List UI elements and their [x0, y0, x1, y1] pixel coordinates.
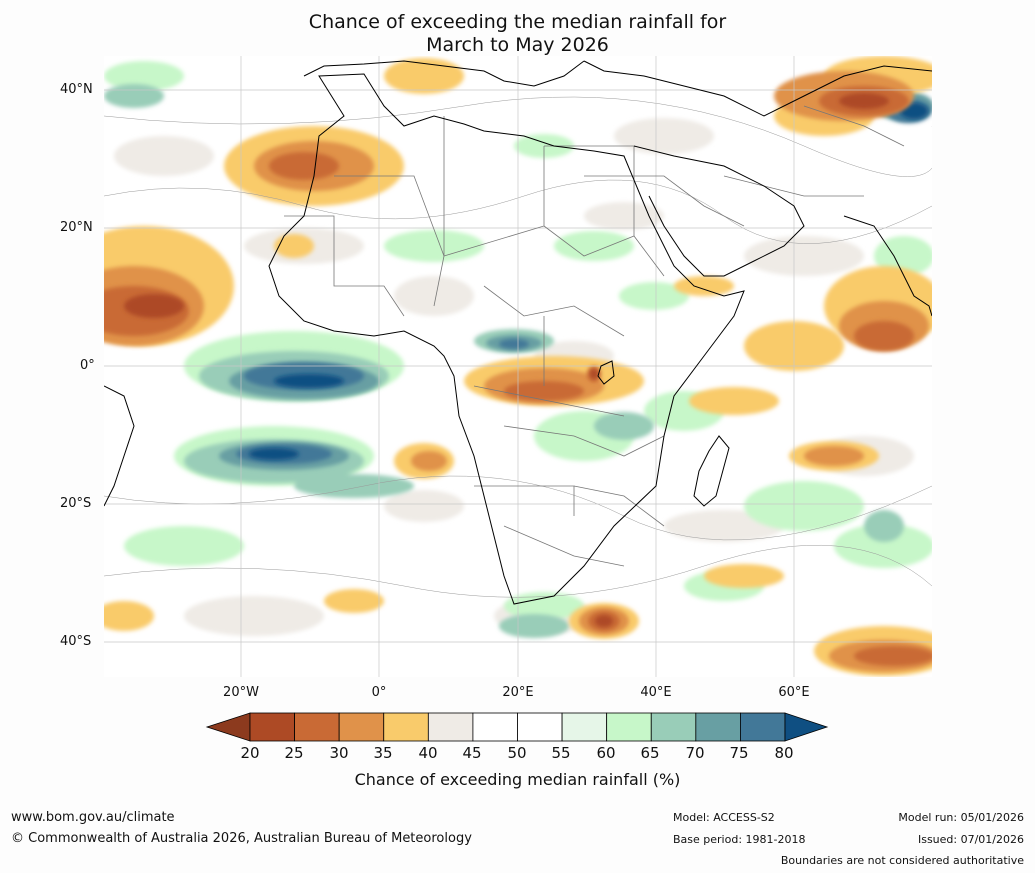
colorbar-tick-65: 65 [640, 744, 660, 762]
colorbar-segment [383, 712, 429, 742]
lon-label-20e: 20°E [502, 685, 534, 700]
footer-model-run: Model run: 05/01/2026 [898, 811, 1024, 824]
colorbar-segment [294, 712, 340, 742]
colorbar-segment [695, 712, 741, 742]
footer-model: Model: ACCESS-S2 [673, 811, 775, 824]
colorbar-tick-50: 50 [507, 744, 527, 762]
contour-lines [104, 96, 932, 598]
driest-patches [124, 93, 889, 627]
colorbar-segment [472, 712, 518, 742]
map-gridlines [104, 56, 932, 677]
lon-label-40e: 40°E [640, 685, 672, 700]
lake-victoria [597, 360, 615, 385]
mediterranean-coastline [583, 60, 932, 117]
lon-label-0: 0° [371, 685, 387, 700]
map-title-line2: March to May 2026 [426, 34, 609, 56]
colorbar-tick-25: 25 [284, 744, 304, 762]
colorbar-title: Chance of exceeding median rainfall (%) [354, 770, 681, 789]
colorbar-tick-40: 40 [418, 744, 438, 762]
footer-base-period: Base period: 1981-2018 [673, 833, 806, 846]
colorbar-tick-45: 45 [462, 744, 482, 762]
wettest-patches [249, 103, 928, 460]
colorbar-tick-60: 60 [596, 744, 616, 762]
india-coastline [843, 215, 932, 317]
colorbar-tick-70: 70 [685, 744, 705, 762]
colorbar-tick-75: 75 [729, 744, 749, 762]
colorbar [205, 712, 829, 742]
lat-label-20s: 20°S [60, 496, 92, 511]
colorbar-segments [249, 712, 786, 742]
country-borders [284, 105, 905, 567]
lon-label-60e: 60°E [778, 685, 810, 700]
neutral-anomaly-patches [114, 118, 914, 636]
arabia-coastline [633, 145, 805, 277]
colorbar-tick-20: 20 [240, 744, 260, 762]
colorbar-low-arrow [205, 712, 251, 742]
coastlines [104, 60, 932, 605]
colorbar-segment [517, 712, 563, 742]
colorbar-segment [249, 712, 295, 742]
colorbar-tick-55: 55 [551, 744, 571, 762]
colorbar-segment [561, 712, 608, 742]
footer-copyright: © Commonwealth of Australia 2026, Austra… [11, 831, 472, 846]
map-title-line1: Chance of exceeding the median rainfall … [308, 11, 727, 33]
africa-coastline [268, 73, 745, 605]
south-america-coastline [104, 385, 135, 507]
madagascar-coastline [693, 435, 730, 507]
europe-coastline [303, 60, 585, 87]
colorbar-tick-35: 35 [373, 744, 393, 762]
lat-label-20n: 20°N [60, 220, 93, 235]
rainfall-map [104, 56, 932, 677]
footer-disclaimer: Boundaries are not considered authoritat… [780, 854, 1024, 867]
footer-issued: Issued: 07/01/2026 [917, 833, 1024, 846]
colorbar-segment [338, 712, 385, 742]
colorbar-tick-30: 30 [329, 744, 349, 762]
footer-website-link[interactable]: www.bom.gov.au/climate [11, 810, 175, 825]
lat-label-equator: 0° [80, 358, 95, 373]
colorbar-segment [606, 712, 652, 742]
lat-label-40s: 40°S [60, 634, 92, 649]
lat-label-40n: 40°N [60, 82, 93, 97]
colorbar-segment [740, 712, 786, 742]
lon-label-20w: 20°W [223, 685, 259, 700]
colorbar-tick-80: 80 [774, 744, 794, 762]
colorbar-segment [427, 712, 474, 742]
colorbar-segment [650, 712, 697, 742]
colorbar-high-arrow [784, 712, 829, 742]
